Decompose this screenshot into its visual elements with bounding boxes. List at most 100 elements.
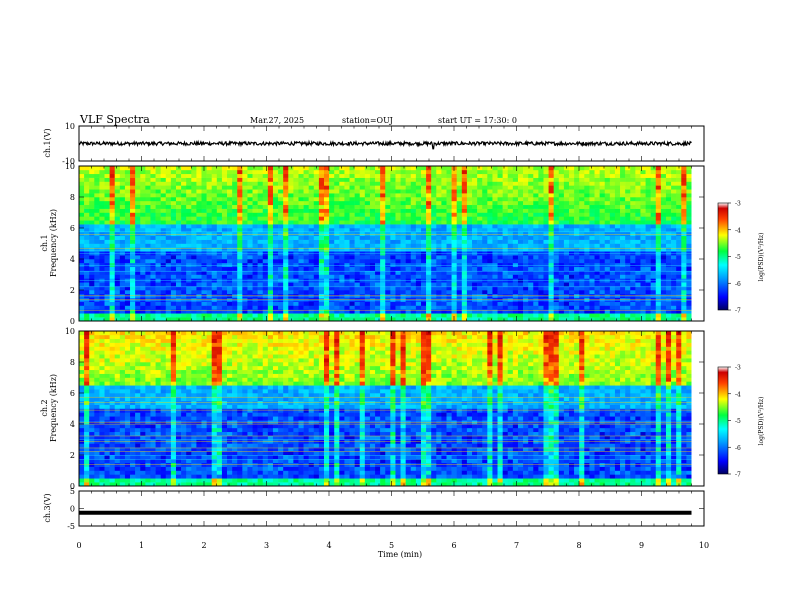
spectrogram-cell — [114, 166, 121, 171]
spectrogram-cell — [262, 169, 269, 175]
spectrogram-cell — [94, 478, 100, 483]
spectrogram-cell — [548, 290, 554, 295]
spectrogram-cell — [569, 181, 575, 186]
spectrogram-cell — [620, 231, 626, 237]
spectrogram-cell — [175, 189, 182, 194]
spectrogram-cell — [257, 189, 264, 194]
spectrogram-cell — [410, 239, 417, 244]
spectrogram-cell — [288, 212, 294, 217]
spectrogram-cell — [563, 177, 570, 182]
spectrogram-cell — [446, 251, 452, 256]
spectrogram-cell — [482, 212, 488, 217]
spectrogram-cell — [466, 309, 473, 314]
spectrogram-cell — [339, 185, 345, 190]
spectrogram-cell — [145, 270, 151, 275]
spectrogram-cell — [324, 297, 330, 302]
spectrogram-cell — [456, 212, 463, 217]
spectrogram-cell — [528, 301, 534, 306]
spectrogram-cell — [502, 177, 509, 182]
spectrogram-cell — [466, 231, 473, 237]
spectrogram-cell — [497, 204, 503, 209]
spectrogram-cell — [426, 193, 432, 198]
spectrogram-cell — [553, 197, 560, 202]
spectrogram-cell — [451, 181, 457, 186]
spectrogram-cell — [283, 193, 289, 198]
spectrogram-cell — [89, 431, 95, 436]
spectrogram-cell — [114, 274, 121, 279]
spectrogram-cell — [119, 290, 126, 295]
spectrogram-cell — [242, 181, 248, 186]
spectrogram-cell — [497, 259, 503, 264]
spectrogram-cell — [472, 212, 478, 217]
spectrogram-cell — [191, 224, 197, 229]
spectrogram-cell — [252, 290, 258, 295]
spectrogram-cell — [94, 274, 100, 279]
spectrogram-cell — [640, 197, 646, 202]
spectrogram-cell — [543, 220, 549, 225]
spectrogram-cell — [293, 235, 299, 240]
spectrogram-cell — [247, 290, 253, 295]
spectrogram-cell — [497, 297, 503, 302]
spectrogram-cell — [640, 173, 646, 178]
spectrogram-cell — [89, 216, 95, 221]
spectrogram-cell — [216, 270, 223, 275]
spectrogram-cell — [155, 274, 161, 279]
spectrogram-cell — [349, 220, 355, 225]
spectrogram-cell — [119, 297, 126, 302]
spectrogram-cell — [415, 189, 422, 194]
spectrogram-cell — [354, 309, 361, 314]
spectrogram-cell — [313, 185, 320, 190]
spectrogram-cell — [288, 181, 294, 186]
spectrogram-cell — [410, 181, 417, 186]
spectrogram-cell — [313, 313, 320, 318]
spectrogram-cell — [170, 293, 177, 299]
spectrogram-cell — [681, 204, 687, 209]
spectrogram-cell — [84, 231, 90, 237]
spectrogram-cell — [579, 313, 585, 318]
spectrogram-cell — [303, 208, 309, 213]
spectrogram-cell — [472, 262, 478, 268]
spectrogram-cell — [104, 259, 110, 264]
spectrogram-cell — [441, 266, 447, 271]
spectrogram-cell — [395, 309, 401, 314]
spectrogram-cell — [502, 169, 509, 175]
spectrogram-cell — [288, 262, 294, 268]
spectrogram-cell — [574, 200, 580, 206]
spectrogram-cell — [150, 262, 156, 268]
spectrogram-cell — [109, 200, 116, 206]
spectrogram-cell — [461, 231, 468, 237]
spectrogram-cell — [257, 197, 264, 202]
spectrogram-cell — [451, 193, 457, 198]
spectrogram-cell — [385, 317, 391, 322]
spectrogram-cell — [589, 239, 595, 244]
spectrogram-cell — [655, 181, 662, 186]
spectrogram-cell — [558, 309, 565, 314]
spectrogram-cell — [676, 185, 682, 190]
spectrogram-cell — [548, 266, 554, 271]
spectrogram-cell — [124, 243, 131, 248]
spectrogram-cell — [431, 185, 437, 190]
spectrogram-cell — [135, 286, 141, 291]
spectrogram-cell — [609, 255, 616, 260]
spectrogram-cell — [364, 293, 371, 299]
spectrogram-cell — [410, 282, 417, 287]
spectrogram-cell — [354, 193, 361, 198]
spectrogram-cell — [614, 255, 621, 260]
spectrogram-cell — [288, 282, 294, 287]
spectrogram-cell — [640, 235, 646, 240]
spectrogram-cell — [517, 189, 524, 194]
spectrogram-cell — [533, 262, 539, 268]
spectrogram-cell — [104, 317, 110, 322]
spectrogram-cell — [79, 358, 85, 363]
spectrogram-cell — [594, 181, 600, 186]
spectrogram-cell — [650, 177, 657, 182]
spectrogram-cell — [242, 309, 248, 314]
spectrogram-cell — [109, 262, 116, 268]
spectrogram-cell — [339, 169, 345, 175]
spectrogram-cell — [507, 239, 514, 244]
spectrogram-cell — [196, 185, 202, 190]
spectrogram-cell — [303, 317, 309, 322]
spectrogram-cell — [426, 235, 432, 240]
spectrogram-cell — [298, 204, 304, 209]
spectrogram-cell — [517, 173, 524, 178]
